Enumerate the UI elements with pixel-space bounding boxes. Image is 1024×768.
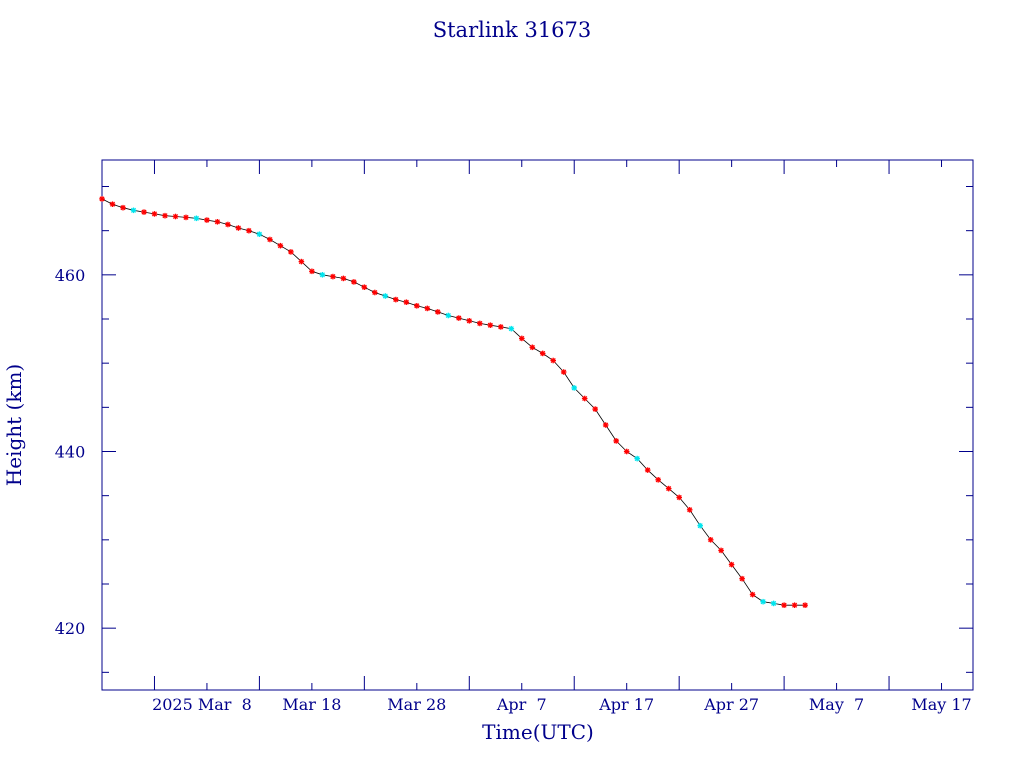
plot-frame xyxy=(101,159,974,691)
data-point xyxy=(770,600,777,607)
data-point xyxy=(214,219,221,225)
data-point xyxy=(371,289,378,296)
data-point xyxy=(623,448,630,455)
x-tick-label: Apr 7 xyxy=(496,695,547,714)
data-point xyxy=(592,406,599,412)
data-point xyxy=(351,279,357,285)
data-point xyxy=(518,335,525,342)
data-point xyxy=(655,476,662,483)
data-point xyxy=(707,536,714,543)
data-point xyxy=(676,494,683,501)
data-point xyxy=(791,602,798,609)
data-point xyxy=(120,204,126,211)
data-point xyxy=(424,305,431,312)
y-axis-tick-labels: 420 440 460 xyxy=(55,266,86,638)
data-point xyxy=(246,227,252,234)
data-point xyxy=(781,602,787,609)
x-axis-ticks xyxy=(101,160,943,690)
data-point xyxy=(99,196,105,202)
data-point xyxy=(109,201,116,207)
data-point xyxy=(455,315,462,321)
data-point xyxy=(718,547,724,554)
series-markers xyxy=(99,196,808,609)
data-point xyxy=(487,322,494,329)
data-point xyxy=(434,309,441,315)
data-point xyxy=(571,385,578,391)
data-point xyxy=(141,209,147,215)
data-point xyxy=(602,422,609,428)
data-point xyxy=(728,561,735,568)
data-point xyxy=(497,324,504,330)
x-axis-tick-labels: 2025 Mar 8 Mar 18 Mar 28 Apr 7 Apr 17 Apr 27 M… xyxy=(152,695,972,714)
x-axis-label: Time(UTC) xyxy=(482,720,594,744)
data-point xyxy=(340,275,347,282)
data-point xyxy=(225,221,231,228)
data-point xyxy=(686,506,693,513)
x-tick-label: Mar 18 xyxy=(282,695,341,714)
data-point xyxy=(392,296,399,303)
data-point xyxy=(193,215,200,222)
x-tick-label: 2025 Mar 8 xyxy=(152,695,252,714)
data-point xyxy=(162,212,168,219)
data-point xyxy=(550,357,557,364)
data-point xyxy=(749,591,756,598)
data-point xyxy=(697,522,704,529)
x-tick-label: Apr 27 xyxy=(703,695,759,714)
data-point xyxy=(665,485,672,492)
data-point xyxy=(529,344,536,351)
data-point xyxy=(151,211,158,217)
data-point xyxy=(267,236,273,243)
data-point xyxy=(413,302,420,309)
series-line xyxy=(101,198,806,606)
y-tick-label: 440 xyxy=(55,443,86,462)
data-point xyxy=(644,467,651,473)
data-point xyxy=(634,455,641,462)
data-point xyxy=(445,312,452,319)
data-point xyxy=(330,273,336,280)
data-point xyxy=(361,284,368,291)
data-point xyxy=(256,231,263,237)
data-point xyxy=(466,317,473,324)
data-point xyxy=(309,268,315,275)
data-point xyxy=(235,225,242,231)
data-point xyxy=(760,598,766,605)
data-point xyxy=(539,350,546,357)
data-point xyxy=(298,258,305,265)
chart-title: Starlink 31673 xyxy=(433,18,592,42)
data-point xyxy=(508,325,515,332)
data-point xyxy=(476,320,483,327)
data-point xyxy=(319,271,326,278)
data-point xyxy=(581,395,588,402)
x-tick-label: Mar 28 xyxy=(387,695,446,714)
data-point xyxy=(613,438,620,444)
data-point xyxy=(802,602,808,609)
x-tick-label: Apr 17 xyxy=(598,695,654,714)
data-point xyxy=(172,213,179,220)
data-point xyxy=(288,249,294,255)
data-point xyxy=(277,242,284,249)
data-point xyxy=(403,299,410,306)
y-tick-label: 420 xyxy=(55,619,86,638)
data-point xyxy=(560,369,567,375)
y-axis-label: Height (km) xyxy=(2,364,26,486)
y-axis-ticks xyxy=(102,186,973,673)
data-point xyxy=(183,214,189,221)
data-point xyxy=(382,293,389,299)
y-tick-label: 460 xyxy=(55,266,86,285)
data-point xyxy=(739,575,745,582)
x-tick-label: May 17 xyxy=(911,695,971,714)
x-tick-label: May 7 xyxy=(809,695,864,714)
data-point xyxy=(130,207,137,214)
data-point xyxy=(204,217,210,223)
